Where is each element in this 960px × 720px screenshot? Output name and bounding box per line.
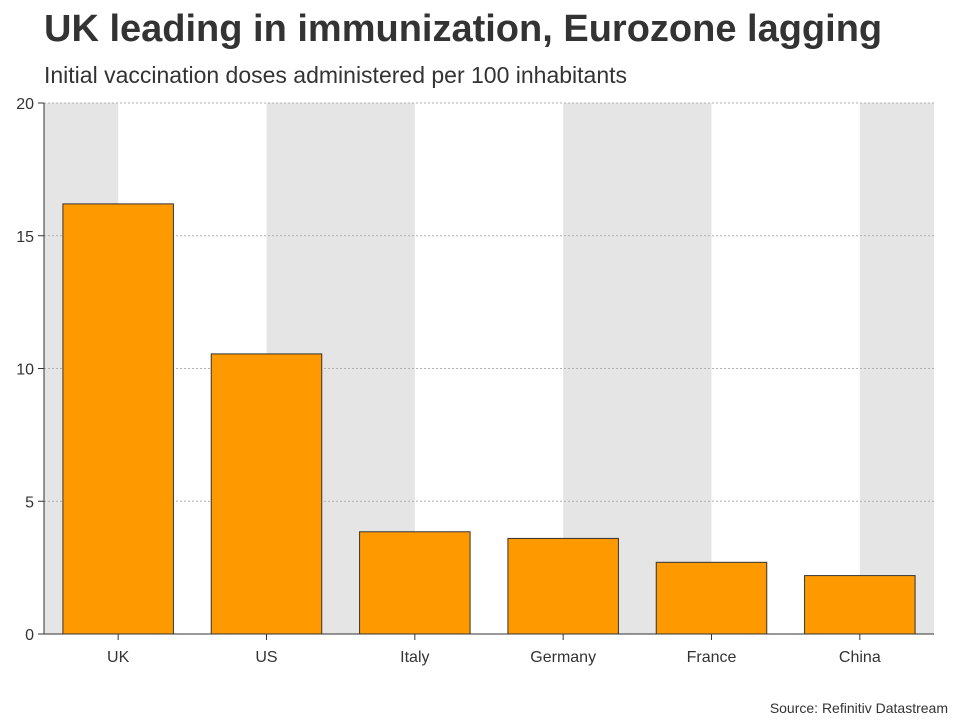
y-tick-label: 5: [25, 494, 34, 511]
y-tick-label: 20: [16, 96, 34, 113]
bar-uk: [62, 203, 174, 635]
y-tick-labels: 0 5 10 15 20: [16, 96, 34, 644]
x-tick-label: France: [687, 649, 737, 666]
y-tick-label: 0: [25, 627, 34, 644]
bar-germany: [507, 537, 619, 635]
source-note: Source: Refinitiv Datastream: [769, 700, 948, 716]
bar-chart: 0 5 10 15 20 UK US Italy Germany France China: [16, 96, 934, 666]
bar-italy: [359, 531, 471, 635]
y-tick-label: 10: [16, 362, 34, 379]
bar-us: [210, 353, 323, 635]
x-tick-label: Germany: [530, 649, 596, 666]
x-tick-labels: UK US Italy Germany France China: [107, 649, 881, 666]
chart-subtitle: Initial vaccination doses administered p…: [44, 62, 628, 88]
x-tick-label: China: [839, 649, 881, 666]
gridlines: [44, 102, 934, 502]
bars: [62, 203, 916, 635]
x-tick-label: US: [255, 649, 277, 666]
y-tick-label: 15: [16, 229, 34, 246]
bar-france: [655, 561, 768, 635]
axes: [38, 102, 934, 640]
x-tick-label: UK: [107, 649, 130, 666]
x-tick-label: Italy: [400, 649, 429, 666]
bar-china: [804, 575, 916, 635]
chart-title: UK leading in immunization, Eurozone lag…: [44, 8, 883, 50]
